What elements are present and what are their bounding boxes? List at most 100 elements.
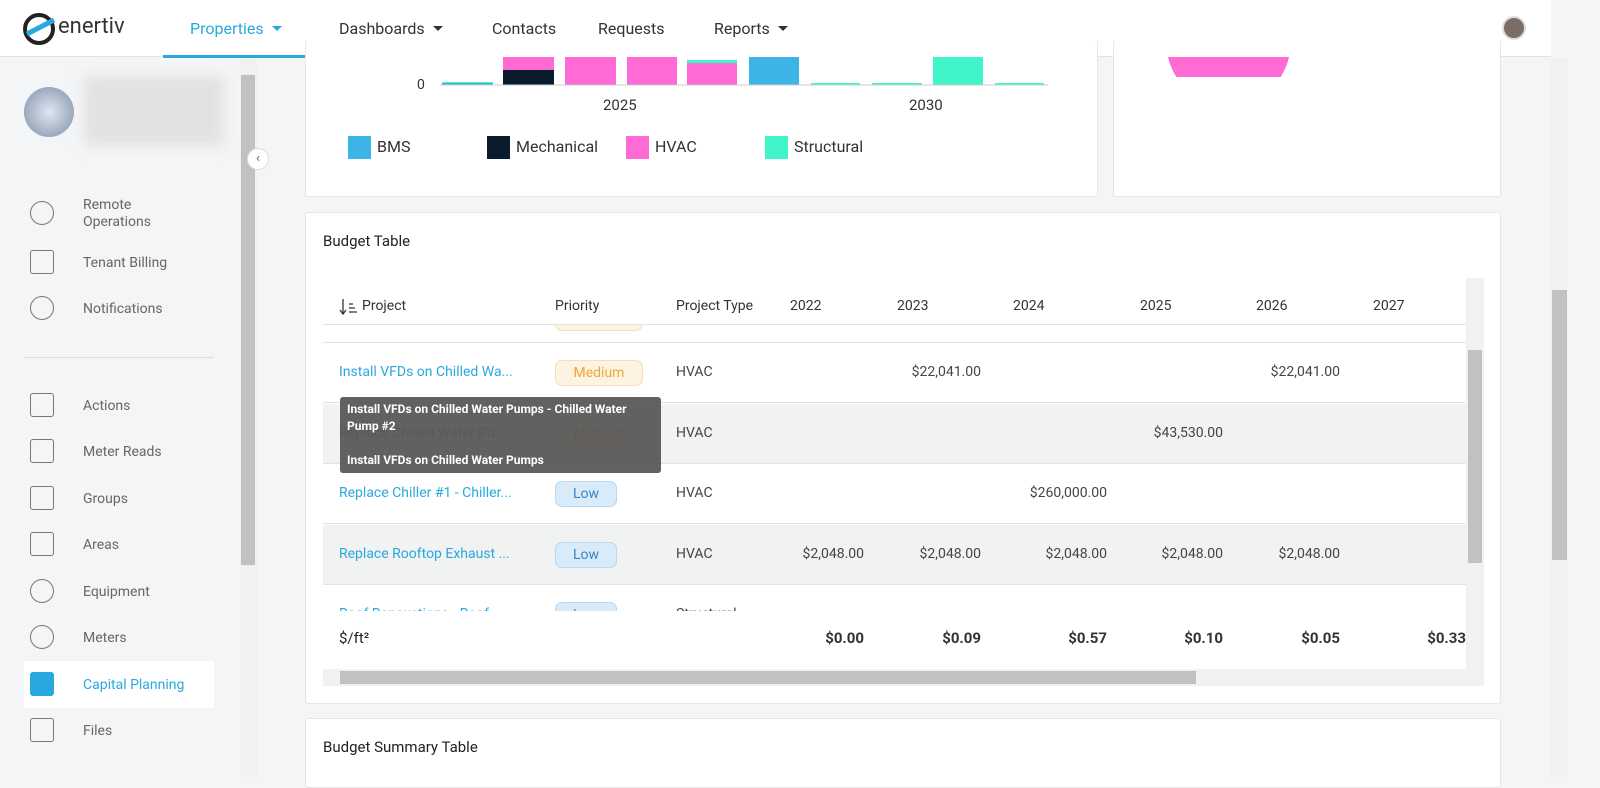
tooltip-subtitle: Install VFDs on Chilled Water Pumps — [347, 453, 544, 467]
nav-caret — [778, 26, 788, 31]
legend-swatch — [348, 136, 371, 159]
tooltip-title: Install VFDs on Chilled Water Pumps - Ch… — [347, 402, 627, 433]
sidebar-icon — [30, 625, 54, 649]
budget-value: $2,048.00 — [1278, 545, 1340, 562]
bar-chart-fragment — [440, 57, 1048, 86]
budget-title: Budget Table — [323, 232, 411, 250]
sidebar-icon — [30, 250, 54, 274]
nav-item[interactable]: Reports — [714, 19, 770, 38]
property-photo — [24, 87, 74, 137]
project-type: Structural — [676, 606, 736, 611]
budget-value: $2,048.00 — [1045, 545, 1107, 562]
priority-badge: Low — [555, 602, 617, 611]
column-header[interactable]: 2027 — [1373, 298, 1405, 314]
blurred-name — [84, 76, 224, 146]
sidebar-icon — [30, 718, 54, 742]
table-row — [323, 585, 1466, 611]
sidebar-item[interactable]: Equipment — [83, 584, 150, 600]
sidebar-icon — [30, 201, 54, 225]
clipped-bars — [442, 57, 1044, 85]
footer-value: $0.10 — [1184, 629, 1223, 647]
legend-swatch — [626, 136, 649, 159]
table-h-thumb — [340, 671, 1196, 684]
column-header[interactable]: Project — [362, 298, 407, 314]
sidebar-item[interactable]: Meters — [83, 630, 127, 646]
footer-value: $0.00 — [825, 629, 864, 647]
sidebar-icon — [30, 579, 54, 603]
legend-swatch — [487, 136, 510, 159]
sidebar-icon — [30, 439, 54, 463]
tooltip: Install VFDs on Chilled Water Pumps - Ch… — [340, 397, 661, 473]
legend-label: BMS — [377, 137, 411, 156]
project-link[interactable]: Replace Chiller #1 - Chiller... — [339, 485, 512, 501]
nav-item[interactable]: Dashboards — [339, 19, 425, 38]
sidebar-item[interactable]: Tenant Billing — [83, 255, 168, 271]
sidebar-icon — [30, 532, 54, 556]
sidebar-item[interactable]: Groups — [83, 491, 128, 507]
sidebar-divider — [24, 357, 214, 358]
summary-card — [305, 718, 1501, 788]
sidebar-icon — [30, 296, 54, 320]
column-header[interactable]: 2022 — [790, 298, 822, 314]
footer-value: $0.57 — [1068, 629, 1107, 647]
priority-badge: Low — [555, 481, 617, 507]
project-link[interactable]: Install VFDs on Chilled Wa... — [339, 364, 513, 380]
budget-value: $43,530.00 — [1153, 424, 1223, 441]
budget-value: $2,048.00 — [1161, 545, 1223, 562]
column-header[interactable]: 2025 — [1140, 298, 1172, 314]
column-header: Project Type — [676, 298, 754, 314]
footer-label: $/ft² — [339, 629, 370, 647]
summary-title: Budget Summary Table — [323, 738, 478, 756]
sidebar-item[interactable]: Areas — [83, 537, 120, 553]
column-header: Priority — [555, 298, 600, 314]
header-divider — [323, 324, 1466, 325]
logo-text: enertiv — [58, 14, 125, 39]
table-row — [323, 524, 1466, 585]
column-header[interactable]: 2026 — [1256, 298, 1288, 314]
sidebar-item[interactable]: Actions — [83, 398, 131, 414]
project-link[interactable]: Roof Renovations - Roof... — [339, 606, 500, 611]
user-avatar[interactable] — [1502, 16, 1526, 40]
pie-card — [1113, 40, 1501, 197]
nav-item[interactable]: Requests — [598, 19, 665, 38]
sidebar-active-bg — [24, 661, 214, 708]
y-tick-label: 0 — [417, 77, 425, 93]
footer-value: $0.05 — [1301, 629, 1340, 647]
nav-active-underline — [163, 55, 311, 58]
priority-badge: Medium — [555, 360, 643, 386]
table-row — [323, 464, 1466, 524]
nav-item[interactable]: Properties — [190, 19, 264, 38]
project-link[interactable]: Replace Rooftop Exhaust ... — [339, 545, 510, 562]
legend-swatch — [765, 136, 788, 159]
project-type: HVAC — [676, 424, 713, 441]
column-header[interactable]: 2023 — [897, 298, 929, 314]
sidebar-item[interactable]: Remote Operations — [83, 197, 151, 230]
project-type: HVAC — [676, 545, 713, 562]
table-row — [323, 343, 1466, 403]
sidebar-icon — [30, 486, 54, 510]
table-footer — [323, 611, 1466, 669]
column-header[interactable]: 2024 — [1013, 298, 1045, 314]
nav-caret — [272, 26, 282, 31]
sidebar-item[interactable]: Files — [83, 723, 113, 739]
nav-item[interactable]: Contacts — [492, 19, 557, 38]
sort-icon[interactable] — [339, 298, 359, 316]
sidebar-item[interactable]: Meter Reads — [83, 444, 162, 460]
budget-value: $2,048.00 — [919, 545, 981, 562]
sidebar-icon — [30, 393, 54, 417]
priority-badge: Low — [555, 541, 617, 568]
row-divider — [323, 342, 1466, 343]
footer-value: $0.09 — [942, 629, 981, 647]
project-type: HVAC — [676, 364, 713, 380]
sidebar-item[interactable]: Notifications — [83, 301, 163, 317]
sidebar-item[interactable]: Capital Planning — [83, 677, 185, 693]
legend-label: Mechanical — [516, 137, 599, 156]
sidebar-icon — [30, 672, 54, 696]
x-tick-label: 2025 — [603, 96, 637, 114]
collapse-button[interactable]: ‹ — [247, 148, 269, 170]
x-tick-label: 2030 — [909, 96, 943, 114]
budget-value: $2,048.00 — [802, 545, 864, 562]
sidebar-scroll-thumb — [241, 75, 255, 565]
budget-value: $22,041.00 — [911, 364, 981, 380]
